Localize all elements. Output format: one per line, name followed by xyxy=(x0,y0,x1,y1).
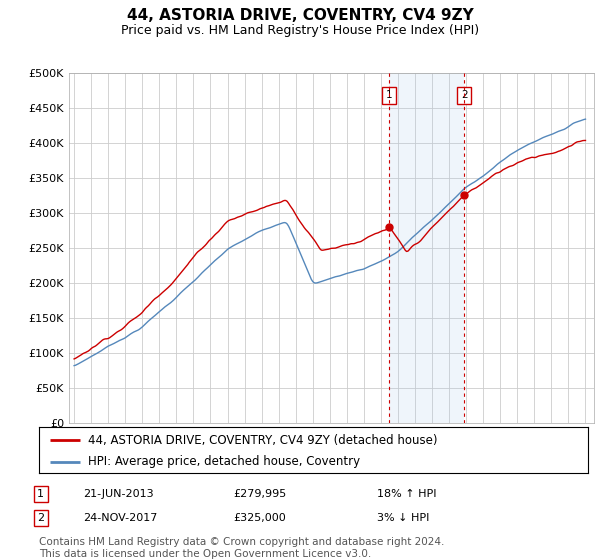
Text: Contains HM Land Registry data © Crown copyright and database right 2024.
This d: Contains HM Land Registry data © Crown c… xyxy=(39,537,445,559)
Bar xyxy=(389,73,464,423)
Text: 2: 2 xyxy=(461,90,468,100)
Text: 21-JUN-2013: 21-JUN-2013 xyxy=(83,489,154,499)
Text: 44, ASTORIA DRIVE, COVENTRY, CV4 9ZY (detached house): 44, ASTORIA DRIVE, COVENTRY, CV4 9ZY (de… xyxy=(88,433,438,447)
Text: £325,000: £325,000 xyxy=(233,513,286,523)
Text: 24-NOV-2017: 24-NOV-2017 xyxy=(83,513,157,523)
Text: HPI: Average price, detached house, Coventry: HPI: Average price, detached house, Cove… xyxy=(88,455,361,468)
Text: 1: 1 xyxy=(37,489,44,499)
Text: 2: 2 xyxy=(37,513,44,523)
Text: 44, ASTORIA DRIVE, COVENTRY, CV4 9ZY: 44, ASTORIA DRIVE, COVENTRY, CV4 9ZY xyxy=(127,8,473,24)
Text: £279,995: £279,995 xyxy=(233,489,286,499)
Text: 18% ↑ HPI: 18% ↑ HPI xyxy=(377,489,436,499)
Text: 3% ↓ HPI: 3% ↓ HPI xyxy=(377,513,429,523)
Text: Price paid vs. HM Land Registry's House Price Index (HPI): Price paid vs. HM Land Registry's House … xyxy=(121,24,479,36)
Text: 1: 1 xyxy=(386,90,392,100)
